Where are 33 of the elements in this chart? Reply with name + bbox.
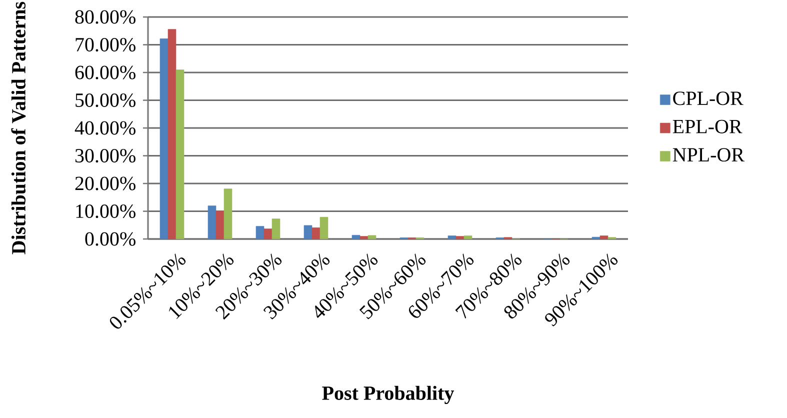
bar bbox=[352, 234, 360, 240]
bar bbox=[264, 228, 272, 240]
bar bbox=[368, 235, 376, 240]
x-axis-title: Post Probablity bbox=[322, 386, 454, 404]
bar bbox=[168, 29, 176, 240]
bar bbox=[312, 227, 320, 240]
y-tick-label: 60.00% bbox=[75, 66, 136, 80]
y-tick-label: 30.00% bbox=[75, 148, 136, 163]
legend-label: NPL-OR bbox=[672, 148, 744, 162]
y-tick-label: 10.00% bbox=[76, 204, 136, 218]
y-axis-title: Distribution of Valid Patterns bbox=[11, 2, 26, 254]
bar bbox=[600, 236, 608, 240]
y-tick-label: 0.00% bbox=[85, 232, 136, 246]
bar bbox=[216, 210, 224, 240]
bar bbox=[448, 236, 456, 240]
bar bbox=[224, 188, 232, 240]
y-tick-label: 20.00% bbox=[75, 176, 136, 190]
bar bbox=[320, 216, 328, 240]
y-tick-label: 80.00% bbox=[75, 10, 136, 24]
y-tick-label: 40.00% bbox=[74, 121, 136, 135]
bar bbox=[272, 218, 280, 240]
bar bbox=[208, 206, 216, 240]
bar bbox=[456, 236, 464, 240]
legend-label: CPL-OR bbox=[673, 92, 744, 106]
bar bbox=[464, 236, 472, 240]
bar bbox=[256, 226, 264, 240]
y-tick-label: 50.00% bbox=[76, 93, 136, 108]
legend-label: EPL-OR bbox=[672, 120, 742, 134]
bar bbox=[176, 70, 184, 240]
bar bbox=[304, 225, 312, 240]
bar bbox=[360, 236, 368, 240]
bar bbox=[160, 38, 168, 240]
y-tick-label: 70.00% bbox=[76, 38, 136, 52]
